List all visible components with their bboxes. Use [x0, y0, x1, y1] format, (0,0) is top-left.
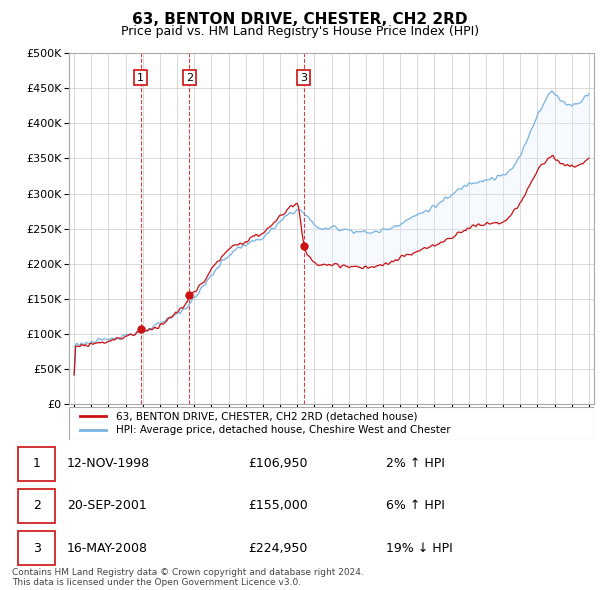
Text: 1: 1 [33, 457, 41, 470]
Text: 16-MAY-2008: 16-MAY-2008 [67, 542, 148, 555]
Text: 12-NOV-1998: 12-NOV-1998 [67, 457, 150, 470]
Text: 2% ↑ HPI: 2% ↑ HPI [386, 457, 445, 470]
Text: 3: 3 [300, 73, 307, 83]
FancyBboxPatch shape [69, 407, 594, 440]
FancyBboxPatch shape [18, 447, 55, 480]
Text: 3: 3 [33, 542, 41, 555]
Text: £224,950: £224,950 [248, 542, 308, 555]
FancyBboxPatch shape [18, 489, 55, 523]
Text: Contains HM Land Registry data © Crown copyright and database right 2024.
This d: Contains HM Land Registry data © Crown c… [12, 568, 364, 587]
Text: 6% ↑ HPI: 6% ↑ HPI [386, 499, 445, 513]
Text: 2: 2 [33, 499, 41, 513]
Text: 63, BENTON DRIVE, CHESTER, CH2 2RD: 63, BENTON DRIVE, CHESTER, CH2 2RD [132, 12, 468, 27]
Text: HPI: Average price, detached house, Cheshire West and Chester: HPI: Average price, detached house, Ches… [116, 425, 451, 435]
Text: 63, BENTON DRIVE, CHESTER, CH2 2RD (detached house): 63, BENTON DRIVE, CHESTER, CH2 2RD (deta… [116, 411, 418, 421]
Text: 2: 2 [186, 73, 193, 83]
Text: £106,950: £106,950 [248, 457, 308, 470]
Text: 1: 1 [137, 73, 144, 83]
Text: 20-SEP-2001: 20-SEP-2001 [67, 499, 146, 513]
Text: Price paid vs. HM Land Registry's House Price Index (HPI): Price paid vs. HM Land Registry's House … [121, 25, 479, 38]
Text: £155,000: £155,000 [248, 499, 308, 513]
Text: 19% ↓ HPI: 19% ↓ HPI [386, 542, 453, 555]
FancyBboxPatch shape [18, 532, 55, 565]
